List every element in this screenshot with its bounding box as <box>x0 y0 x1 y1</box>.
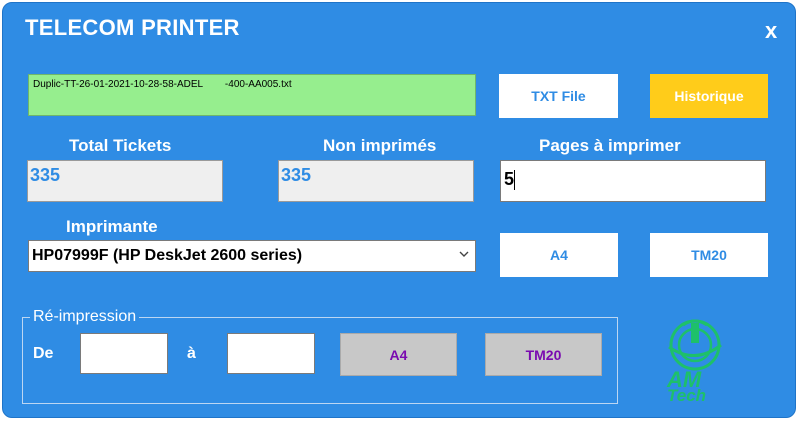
reprint-a4-button[interactable]: A4 <box>340 333 457 376</box>
selected-file-display: Duplic-TT-26-01-2021-10-28-58-ADEL -400-… <box>28 74 476 116</box>
printer-select[interactable]: HP07999F (HP DeskJet 2600 series) <box>28 240 476 272</box>
reprint-legend: Ré-impression <box>30 308 140 326</box>
pages-to-print-input[interactable]: 5 <box>500 160 766 202</box>
chevron-down-icon <box>459 247 469 261</box>
historique-button[interactable]: Historique <box>650 74 768 118</box>
logo-text-am: AM <box>667 367 702 392</box>
non-printed-field: 335 <box>278 160 474 202</box>
non-printed-label: Non imprimés <box>323 136 437 155</box>
reprint-to-input[interactable] <box>227 333 315 374</box>
printer-selected-value: HP07999F (HP DeskJet 2600 series) <box>32 247 303 264</box>
reprint-groupbox <box>22 317 618 404</box>
reprint-from-input[interactable] <box>80 333 168 374</box>
pages-to-print-value: 5 <box>504 169 515 189</box>
print-tm20-button[interactable]: TM20 <box>650 233 768 277</box>
am-tech-logo: AM Tech <box>655 315 737 407</box>
total-tickets-field: 335 <box>27 160 223 202</box>
logo-mark-icon <box>668 319 722 371</box>
reprint-tm20-button[interactable]: TM20 <box>485 333 602 376</box>
logo-text-tech: Tech <box>667 386 707 405</box>
txt-file-button[interactable]: TXT File <box>499 74 618 118</box>
app-window: TELECOM PRINTER x Duplic-TT-26-01-2021-1… <box>2 2 796 418</box>
reprint-to-label: à <box>187 345 196 362</box>
pages-to-print-label: Pages à imprimer <box>539 136 681 155</box>
total-tickets-label: Total Tickets <box>69 136 172 155</box>
print-a4-button[interactable]: A4 <box>500 233 618 277</box>
printer-label: Imprimante <box>66 217 158 236</box>
text-cursor <box>514 170 516 191</box>
window-title: TELECOM PRINTER <box>25 15 240 40</box>
reprint-from-label: De <box>33 345 54 362</box>
close-icon[interactable]: x <box>765 18 778 43</box>
